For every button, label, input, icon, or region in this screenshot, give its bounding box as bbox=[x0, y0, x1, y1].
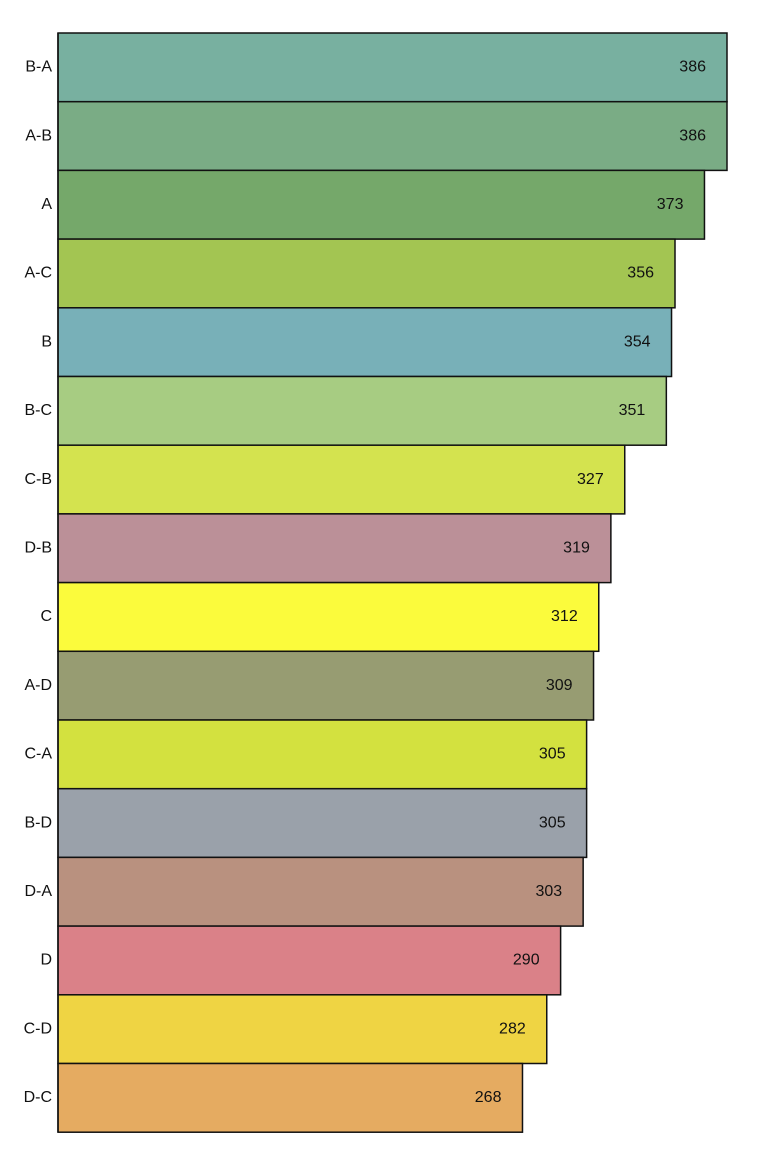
value-labels-layer: 386 386 373 356 354 351 327 319 312 309 305 305 303 2… bbox=[475, 59, 706, 1107]
category-label-c-b: C-B bbox=[24, 471, 52, 488]
bar-a-d bbox=[57, 650, 595, 721]
value-label-c-b: 327 bbox=[577, 471, 604, 488]
bar-c-b bbox=[57, 444, 626, 515]
category-labels-layer: B-A A-B A A-C B B-C C-B D-B C A-D C-A B-D D-A D C-D D-C bbox=[24, 59, 53, 1107]
bar-b bbox=[57, 307, 673, 378]
value-label-d-b: 319 bbox=[563, 539, 590, 556]
category-label-d: D bbox=[40, 952, 52, 969]
category-label-c-d: C-D bbox=[24, 1020, 52, 1037]
value-label-a: 373 bbox=[657, 196, 684, 213]
bar-c bbox=[57, 581, 600, 653]
bar-d-c bbox=[57, 1062, 524, 1133]
value-label-b: 354 bbox=[624, 333, 651, 350]
value-label-c-d: 282 bbox=[499, 1020, 526, 1037]
value-label-d: 290 bbox=[513, 952, 540, 969]
category-label-b-c: B-C bbox=[24, 402, 52, 419]
value-label-d-c: 268 bbox=[475, 1089, 502, 1106]
bar-a-b bbox=[57, 100, 728, 172]
bar-b-d bbox=[57, 787, 588, 859]
category-label-b: B bbox=[41, 333, 52, 350]
bars-layer bbox=[57, 32, 728, 1133]
value-label-d-a: 303 bbox=[535, 883, 562, 900]
bar-b-a bbox=[57, 32, 728, 103]
bar-b-c bbox=[57, 375, 668, 446]
bar-a-c bbox=[57, 238, 676, 309]
value-label-a-b: 386 bbox=[679, 127, 706, 144]
category-label-c-a: C-A bbox=[24, 746, 52, 763]
category-label-a: A bbox=[41, 196, 52, 213]
bar-a bbox=[57, 169, 706, 240]
category-label-a-b: A-B bbox=[25, 127, 52, 144]
bar-c-a bbox=[57, 719, 588, 790]
value-label-b-d: 305 bbox=[539, 814, 566, 831]
value-label-b-a: 386 bbox=[679, 59, 706, 76]
value-label-c: 312 bbox=[551, 608, 578, 625]
category-label-a-d: A-D bbox=[24, 677, 52, 694]
bar-d bbox=[57, 925, 562, 996]
category-label-c: C bbox=[40, 608, 52, 625]
value-label-c-a: 305 bbox=[539, 746, 566, 763]
value-label-a-d: 309 bbox=[546, 677, 573, 694]
value-label-b-c: 351 bbox=[619, 402, 646, 419]
category-label-b-a: B-A bbox=[25, 59, 52, 76]
category-label-d-a: D-A bbox=[24, 883, 52, 900]
bar-c-d bbox=[57, 994, 548, 1065]
category-label-d-b: D-B bbox=[24, 539, 52, 556]
bar-d-a bbox=[57, 856, 584, 927]
bar-d-b bbox=[57, 513, 612, 584]
value-label-a-c: 356 bbox=[627, 265, 654, 282]
category-label-a-c: A-C bbox=[24, 265, 52, 282]
category-label-b-d: B-D bbox=[24, 814, 52, 831]
category-label-d-c: D-C bbox=[24, 1089, 52, 1106]
